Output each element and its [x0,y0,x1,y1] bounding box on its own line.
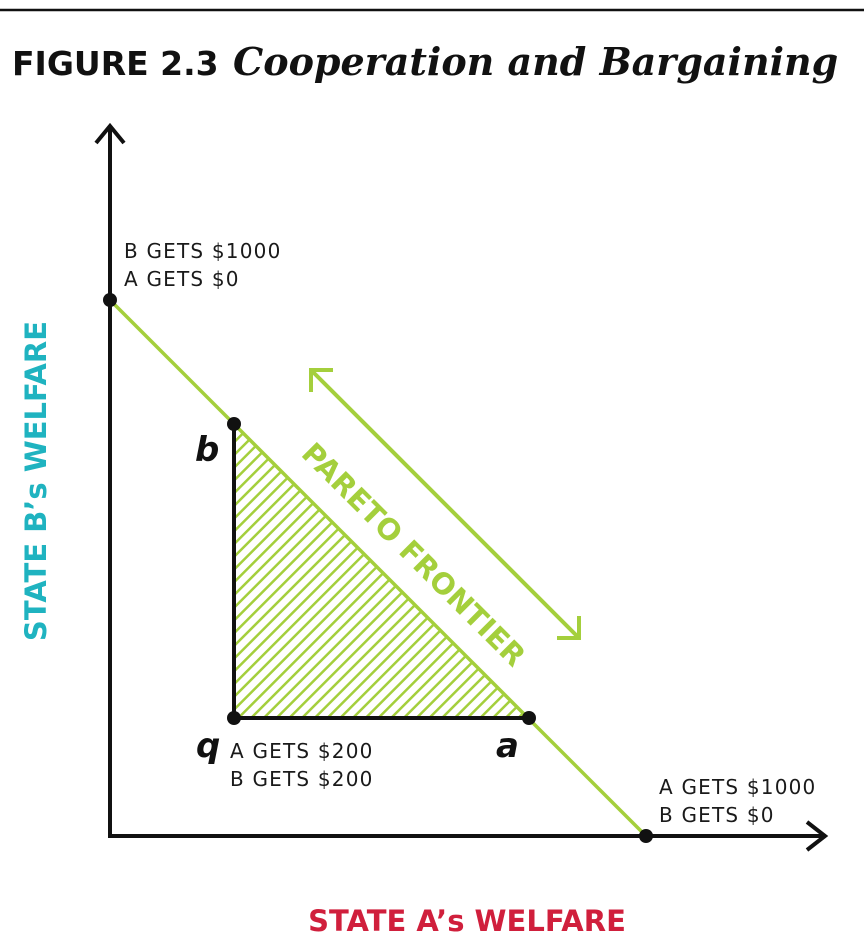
right-endpoint-note-line2: B GETS $0 [659,803,775,827]
figure-title: Cooperation and Bargaining [233,39,838,84]
point-a [522,711,536,725]
top-endpoint-note-line1: B GETS $1000 [124,239,282,263]
pareto-double-arrow-icon [309,368,581,640]
y-axis-arrow-icon [94,122,126,145]
right-endpoint-note-line1: A GETS $1000 [659,775,816,799]
point-label-q: q [196,726,220,766]
y-axis-label: STATE B’s WELFARE [19,321,53,641]
x-axis-arrow-icon [805,820,829,852]
x-axis-label: STATE A’s WELFARE [308,904,626,938]
q-note-line1: A GETS $200 [230,739,374,763]
q-note-line2: B GETS $200 [230,767,374,791]
point-top-endpoint [103,293,117,307]
point-q [227,711,241,725]
point-right-endpoint [639,829,653,843]
point-label-a: a [496,726,519,766]
figure-number: FIGURE 2.3 [12,44,219,83]
point-label-b: b [195,430,219,470]
point-b [227,417,241,431]
top-endpoint-note-line2: A GETS $0 [124,267,240,291]
pareto-frontier-line [108,298,648,838]
